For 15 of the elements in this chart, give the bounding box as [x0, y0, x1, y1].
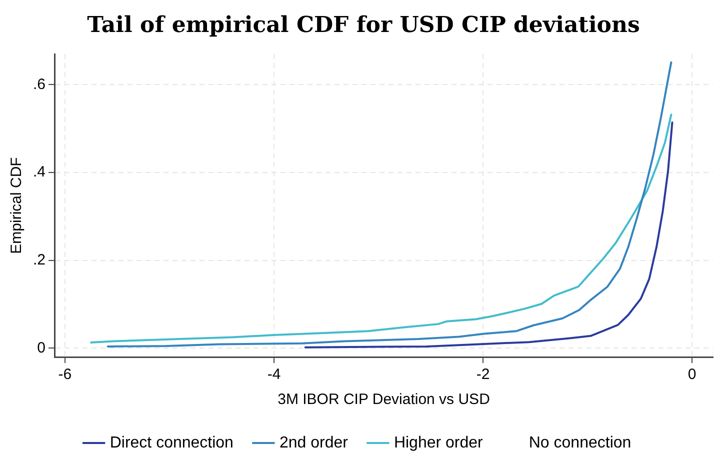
y-tick-label: .6 — [32, 76, 46, 93]
x-axis-title: 3M IBOR CIP Deviation vs USD — [278, 391, 490, 408]
x-tick-label: -2 — [476, 366, 490, 384]
y-tick-label: 0 — [37, 339, 46, 356]
y-axis-title: Empirical CDF — [8, 157, 26, 254]
text: No connection — [528, 434, 632, 452]
y-tick-label: .4 — [32, 164, 46, 181]
x-tick-label: -6 — [58, 366, 72, 384]
legend-label: 2nd order — [279, 434, 349, 452]
x-tick-label: 0 — [688, 366, 696, 384]
legend-label: Direct connection — [110, 434, 234, 452]
legend-label: Higher order — [394, 434, 484, 452]
y-tick-label: .2 — [32, 252, 46, 269]
x-tick-label: -4 — [267, 366, 281, 384]
chart-title: Tail of empirical CDF for USD CIP deviations — [86, 11, 641, 40]
